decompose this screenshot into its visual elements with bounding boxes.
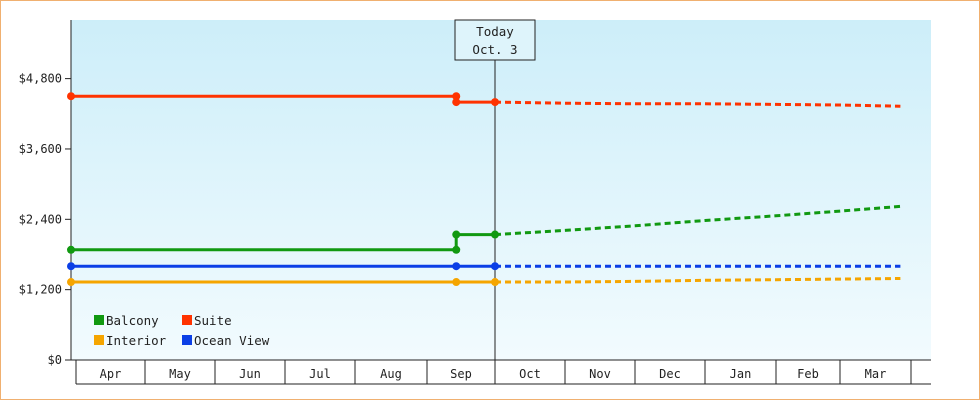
legend-label-suite: Suite	[194, 313, 232, 328]
y-axis: $0 $1,200 $2,400 $3,600 $4,800	[19, 20, 931, 367]
x-tick-label: Mar	[865, 367, 887, 381]
today-marker: Today Oct. 3	[454, 19, 536, 360]
y-tick-label: $0	[48, 353, 62, 367]
x-tick-label: Jun	[239, 367, 261, 381]
legend-label-interior: Interior	[106, 333, 167, 348]
series-balcony-historical	[71, 233, 495, 252]
x-tick-label: Apr	[100, 367, 122, 381]
legend-label-ocean-view: Ocean View	[194, 333, 270, 348]
x-tick-label: Nov	[589, 367, 611, 381]
point-suite	[452, 98, 461, 107]
x-tick-label: Sep	[450, 367, 472, 381]
y-tick-label: $4,800	[19, 72, 62, 86]
legend: Balcony Suite Interior Ocean View	[94, 313, 270, 348]
today-date: Oct. 3	[472, 42, 517, 57]
point-balcony	[452, 230, 461, 239]
point-balcony	[491, 230, 499, 239]
today-label: Today	[476, 24, 514, 39]
x-tick-label: Jan	[730, 367, 752, 381]
today-box	[454, 19, 536, 61]
point-ocean-view	[491, 262, 499, 271]
plot-area	[71, 20, 931, 360]
series-balcony-projected	[494, 204, 901, 237]
point-suite	[452, 92, 461, 101]
y-tick-label: $2,400	[19, 212, 62, 226]
x-tick-label: May	[169, 367, 191, 381]
point-suite	[491, 98, 499, 107]
series-interior-projected	[495, 277, 901, 284]
y-tick-label: $3,600	[19, 142, 62, 156]
legend-label-balcony: Balcony	[106, 313, 159, 328]
series-suite-projected	[494, 100, 901, 108]
x-tick-label: Dec	[659, 367, 681, 381]
point-interior	[67, 278, 75, 287]
point-ocean-view	[452, 262, 461, 271]
series-lines	[67, 92, 901, 287]
x-axis: Apr May Jun Jul Aug Sep Oct Nov Dec Jan Feb Mar	[75, 360, 931, 385]
point-interior	[452, 278, 461, 287]
point-balcony	[452, 245, 461, 254]
x-tick-label: Feb	[797, 367, 819, 381]
point-balcony	[67, 245, 75, 254]
point-interior	[491, 278, 499, 287]
y-tick-label: $1,200	[19, 283, 62, 297]
legend-swatch-ocean-view	[182, 335, 192, 345]
legend-swatch-suite	[182, 315, 192, 325]
point-ocean-view	[67, 262, 75, 271]
legend-swatch-balcony	[94, 315, 104, 325]
x-tick-label: Oct	[519, 367, 541, 381]
legend-swatch-interior	[94, 335, 104, 345]
point-suite	[67, 92, 75, 101]
x-tick-label: Jul	[309, 367, 331, 381]
x-tick-label: Aug	[380, 367, 402, 381]
